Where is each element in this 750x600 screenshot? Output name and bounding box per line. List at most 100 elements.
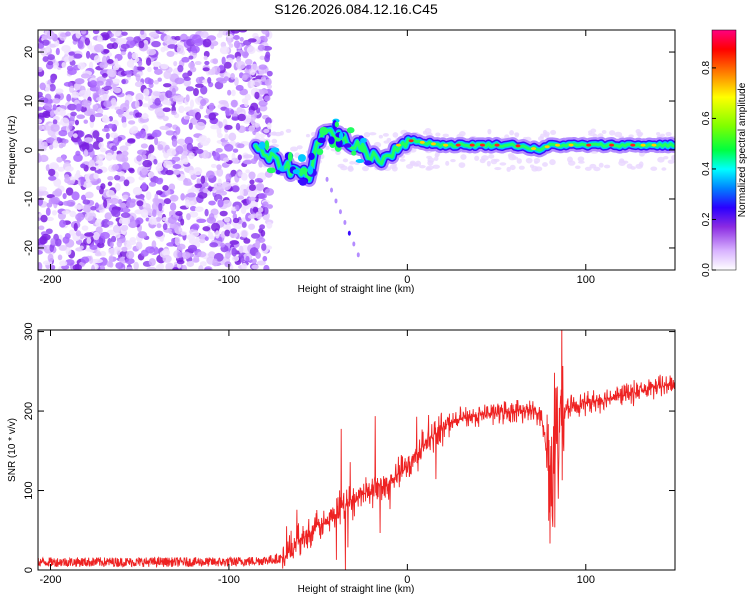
spectrogram-noise-cell	[145, 191, 152, 201]
spectrogram-noise-cell	[92, 231, 100, 241]
spectrogram-noise-cell	[183, 76, 191, 82]
spectrogram-noise-cell	[488, 154, 495, 159]
spectrogram-noise-cell	[165, 169, 174, 176]
spectrogram-noise-cell	[238, 245, 244, 254]
spectrogram-noise-cell	[445, 160, 450, 166]
spectrogram-noise-cell	[224, 143, 234, 152]
spectrogram-noise-cell	[117, 171, 125, 177]
spectrogram-noise-cell	[80, 30, 87, 35]
spectrogram-noise-cell	[167, 39, 178, 45]
spectrogram-noise-cell	[214, 81, 224, 90]
spectrogram-noise-cell	[235, 84, 244, 91]
colorbar-tick-label: 0.0	[701, 263, 712, 277]
spectrogram-noise-cell	[258, 100, 268, 107]
spectrogram-peak	[419, 140, 425, 144]
spectrogram-noise-cell	[227, 36, 232, 46]
spectrogram-noise-cell	[184, 115, 191, 120]
spectrogram-noise-cell	[161, 99, 172, 105]
spectrogram-noise-cell	[147, 78, 154, 85]
spectrogram-noise-cell	[62, 200, 71, 206]
spectrogram-noise-cell	[95, 137, 104, 143]
spectrogram-noise-cell	[111, 30, 122, 37]
spectrogram-noise-cell	[231, 247, 238, 257]
spectrogram-noise-cell	[242, 39, 252, 46]
spectrogram-noise-cell	[48, 168, 56, 177]
spectrogram-noise-cell	[64, 166, 74, 172]
spectrogram-noise-cell	[635, 163, 643, 169]
spectrogram-noise-cell	[45, 216, 54, 222]
spectrogram-noise-cell	[74, 119, 80, 126]
spectrogram-noise-cell	[212, 258, 218, 267]
spectrogram-noise-cell	[54, 238, 62, 247]
spectrogram-noise-cell	[38, 118, 43, 124]
spectrogram-noise-cell	[71, 91, 80, 99]
spectrogram-noise-cell	[525, 157, 533, 164]
spectrogram-noise-cell	[261, 30, 269, 35]
spectrogram-signal-blob	[308, 152, 315, 161]
spectrogram-noise-cell	[47, 54, 55, 61]
colorbar: 0.0 0.2 0.4 0.6 0.8 Normalized spectral ampl…	[701, 29, 748, 277]
spectrogram-noise-cell	[263, 264, 270, 270]
spectrogram-noise-cell	[196, 218, 207, 223]
spectrogram-streak-cell	[352, 241, 356, 247]
spectrogram-signal-blob	[317, 137, 326, 144]
spectrogram-noise-cell	[60, 117, 70, 127]
spectrogram-noise-cell	[157, 144, 164, 151]
snr-series-line	[38, 330, 675, 570]
spectrogram-noise-cell	[258, 89, 269, 95]
spectrogram-noise-cell	[135, 241, 143, 250]
spectrogram-noise-cell	[253, 79, 262, 87]
spectrogram-noise-cell	[185, 94, 190, 103]
spectrogram-noise-cell	[59, 108, 66, 117]
spectrogram-peak	[640, 143, 646, 147]
spectrogram-noise-cell	[225, 251, 231, 259]
spectrogram-noise-cell	[114, 182, 121, 192]
spectrogram-noise-cell	[399, 158, 406, 162]
spectrogram-noise-cell	[55, 88, 64, 94]
spectrogram-noise-cell	[81, 225, 89, 231]
spectrogram-noise-cell	[172, 163, 182, 170]
spectrogram-noise-cell	[76, 169, 81, 177]
spectrogram-noise-cell	[103, 85, 113, 90]
spectrogram-noise-cell	[143, 88, 150, 97]
spectrogram-noise-cell	[296, 145, 303, 150]
spectrogram-x-tick-label: -200	[39, 274, 61, 286]
spectrogram-noise-cell	[94, 218, 103, 227]
spectrogram-noise-cell	[614, 131, 623, 138]
snr-frame	[37, 329, 676, 571]
spectrogram-signal-blob	[328, 136, 335, 145]
spectrogram-noise-cell	[136, 149, 147, 156]
spectrogram-noise-cell	[126, 59, 135, 68]
spectrogram-peak	[555, 143, 561, 147]
spectrogram-noise-cell	[135, 93, 144, 102]
spectrogram-noise-cell	[213, 182, 223, 190]
spectrogram-peak	[568, 143, 574, 147]
spectrogram-noise-cell	[363, 131, 371, 138]
spectrogram-noise-cell	[38, 112, 48, 118]
spectrogram-noise-cell	[65, 247, 72, 256]
spectrogram-noise-cell	[248, 223, 256, 230]
spectrogram-noise-cell	[199, 31, 209, 39]
spectrogram-noise-cell	[77, 130, 84, 138]
spectrogram-streak-cell	[347, 230, 351, 236]
spectrogram-signal-blob	[298, 179, 307, 186]
spectrogram-noise-cell	[174, 77, 185, 85]
spectrogram-streak-cell	[325, 176, 329, 182]
spectrogram-noise-cell	[261, 243, 267, 251]
spectrogram-noise-cell	[188, 55, 194, 60]
spectrogram-noise-cell	[136, 200, 144, 207]
spectrogram-noise-cell	[171, 110, 177, 116]
spectrogram-noise-cell	[52, 104, 57, 111]
spectrogram-noise-cell	[171, 87, 176, 97]
spectrogram-noise-cell	[112, 78, 121, 85]
snr-background	[38, 330, 675, 570]
spectrogram-noise-cell	[262, 255, 268, 262]
spectrogram-peak	[395, 143, 401, 147]
spectrogram-noise-cell	[264, 54, 270, 63]
snr-x-tick-label: 0	[404, 574, 410, 586]
spectrogram-noise-cell	[245, 64, 252, 70]
spectrogram-noise-cell	[126, 250, 135, 259]
spectrogram-noise-cell	[119, 145, 129, 152]
spectrogram-noise-cell	[140, 30, 145, 35]
